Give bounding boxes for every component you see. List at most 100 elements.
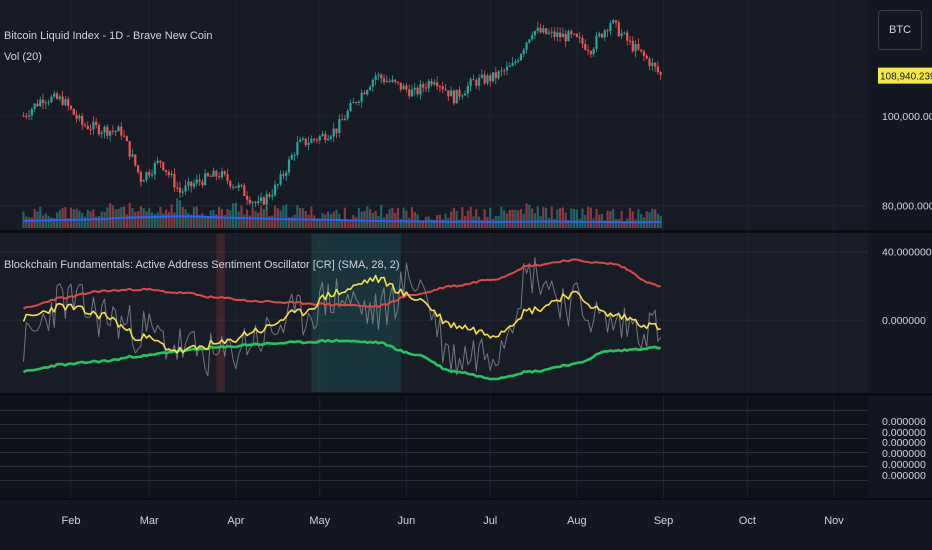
- volume-bar: [480, 219, 483, 228]
- candle-body: [131, 154, 134, 157]
- pane-separator-1: [0, 230, 932, 233]
- volume-bar: [22, 211, 25, 228]
- candle-body: [561, 33, 564, 38]
- candle-body: [273, 184, 277, 196]
- candle-body: [600, 33, 604, 38]
- candle-body: [195, 179, 198, 184]
- candle-body: [226, 174, 229, 181]
- candle-body: [357, 101, 360, 104]
- candle-body: [363, 92, 366, 95]
- candle-body: [254, 202, 257, 204]
- candle-body: [285, 172, 288, 176]
- candle-body: [111, 130, 115, 132]
- candle-body: [444, 89, 447, 91]
- candle-body: [229, 180, 232, 187]
- candle-body: [327, 138, 330, 141]
- volume-bar: [229, 210, 232, 228]
- volume-bar: [578, 218, 581, 228]
- volume-bar: [128, 203, 131, 228]
- volume-bar: [215, 214, 218, 228]
- candle-body: [450, 90, 453, 97]
- candle-body: [187, 181, 190, 186]
- time-axis-tick-label: Mar: [140, 515, 159, 527]
- candle-body: [145, 172, 148, 181]
- volume-bar: [572, 209, 576, 228]
- pane-separator-2: [0, 393, 932, 396]
- candle-body: [410, 89, 414, 97]
- volume-bar: [69, 207, 73, 228]
- candle-body: [148, 172, 151, 176]
- candle-body: [458, 89, 461, 97]
- volume-bar: [500, 206, 503, 228]
- candle-body: [494, 72, 497, 79]
- volume-bar: [368, 208, 372, 228]
- candle-body: [114, 131, 117, 133]
- volume-bar: [176, 198, 179, 228]
- candle-body: [584, 43, 587, 50]
- lower-pane-divider-3: [0, 452, 868, 453]
- candle-body: [642, 51, 646, 56]
- candle-body: [352, 102, 355, 104]
- candle-body: [307, 142, 310, 146]
- volume-bar: [447, 217, 450, 228]
- candle-body: [374, 75, 377, 80]
- volume-bar: [402, 207, 405, 228]
- candle-body: [212, 170, 215, 177]
- candle-body: [215, 170, 218, 177]
- volume-bar: [575, 209, 578, 228]
- candle-body: [452, 90, 455, 104]
- candle-body: [139, 172, 142, 182]
- candle-body: [324, 133, 327, 141]
- volume-bar: [310, 206, 313, 228]
- candle-body: [511, 63, 514, 66]
- volume-bar: [187, 213, 190, 228]
- candle-body: [634, 44, 637, 52]
- candle-body: [575, 33, 578, 37]
- candle-body: [572, 33, 576, 35]
- volume-bar: [201, 213, 204, 228]
- volume-bar: [290, 216, 293, 228]
- candle-body: [123, 135, 126, 137]
- candle-body: [125, 136, 128, 142]
- candle-body: [637, 44, 640, 50]
- candle-body: [243, 185, 246, 196]
- candle-body: [25, 115, 28, 117]
- oscillator-lower-line: [22, 338, 661, 381]
- candle-body: [315, 139, 319, 141]
- volume-bar: [388, 208, 391, 228]
- candle-body: [491, 72, 495, 82]
- candle-body: [595, 36, 598, 49]
- volume-bar: [617, 219, 620, 228]
- volume-bar: [162, 213, 165, 228]
- candle-body: [430, 81, 433, 85]
- candle-body: [22, 115, 25, 117]
- volume-bar: [586, 206, 590, 228]
- candle-body: [240, 184, 243, 186]
- volume-bar: [503, 210, 506, 228]
- oscillator-highlight-zones: [216, 234, 401, 392]
- candle-body: [64, 99, 67, 105]
- candle-body: [346, 111, 349, 119]
- candle-body: [204, 173, 207, 186]
- volume-bar: [173, 212, 176, 228]
- candle-body: [190, 181, 193, 187]
- volume-bar: [458, 219, 461, 228]
- candle-body: [427, 81, 430, 89]
- volume-bar: [505, 213, 509, 228]
- candle-body: [209, 175, 212, 177]
- candle-body: [497, 71, 500, 79]
- volume-bar: [206, 215, 210, 228]
- candle-body: [268, 194, 271, 197]
- candle-body: [296, 141, 299, 155]
- symbol-button[interactable]: BTC: [878, 10, 922, 50]
- candle-body: [592, 48, 595, 55]
- candle-body: [394, 79, 397, 82]
- candle-body: [92, 121, 95, 130]
- volume-bar: [145, 211, 148, 228]
- pane-separators[interactable]: [0, 230, 932, 500]
- candle-body: [536, 27, 539, 31]
- candle-body: [382, 78, 386, 83]
- candle-body: [614, 20, 618, 23]
- time-axis-tick-label: Aug: [567, 515, 587, 527]
